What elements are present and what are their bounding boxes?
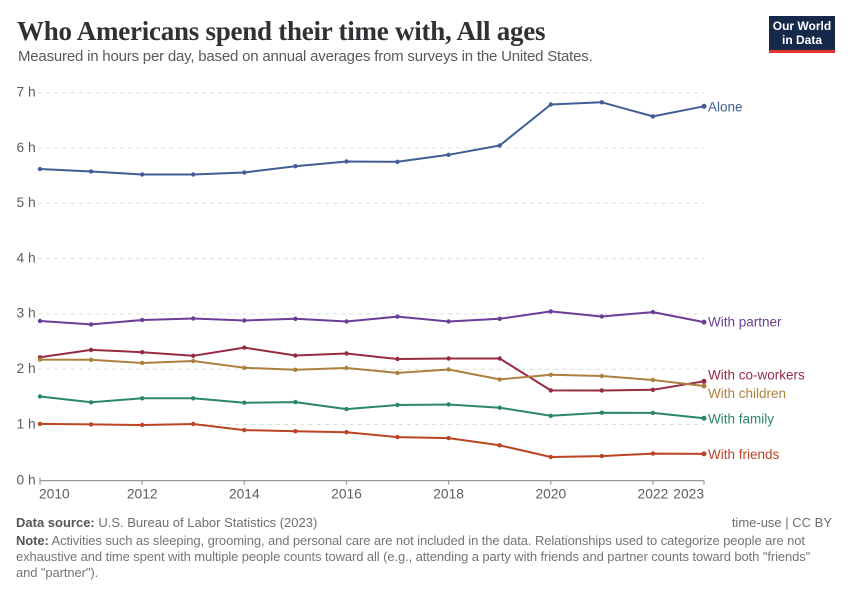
svg-text:Alone: Alone — [708, 100, 743, 115]
svg-text:3 h: 3 h — [17, 306, 36, 321]
svg-text:2 h: 2 h — [17, 361, 36, 376]
svg-text:5 h: 5 h — [17, 195, 36, 210]
svg-text:6 h: 6 h — [17, 140, 36, 155]
svg-text:With co-workers: With co-workers — [708, 368, 805, 383]
svg-text:With friends: With friends — [708, 447, 780, 462]
svg-text:With children: With children — [708, 386, 786, 401]
svg-text:2010: 2010 — [39, 487, 70, 502]
svg-text:2016: 2016 — [331, 487, 362, 502]
svg-text:2022: 2022 — [638, 487, 669, 502]
svg-text:2012: 2012 — [127, 487, 158, 502]
svg-text:2020: 2020 — [535, 487, 566, 502]
svg-text:With family: With family — [708, 412, 774, 427]
svg-text:2014: 2014 — [229, 487, 260, 502]
svg-text:2023: 2023 — [673, 487, 704, 502]
svg-text:0 h: 0 h — [17, 472, 36, 487]
svg-text:2018: 2018 — [433, 487, 464, 502]
svg-text:1 h: 1 h — [17, 416, 36, 431]
svg-text:With partner: With partner — [708, 315, 782, 330]
svg-text:4 h: 4 h — [17, 250, 36, 265]
svg-text:7 h: 7 h — [17, 85, 36, 100]
